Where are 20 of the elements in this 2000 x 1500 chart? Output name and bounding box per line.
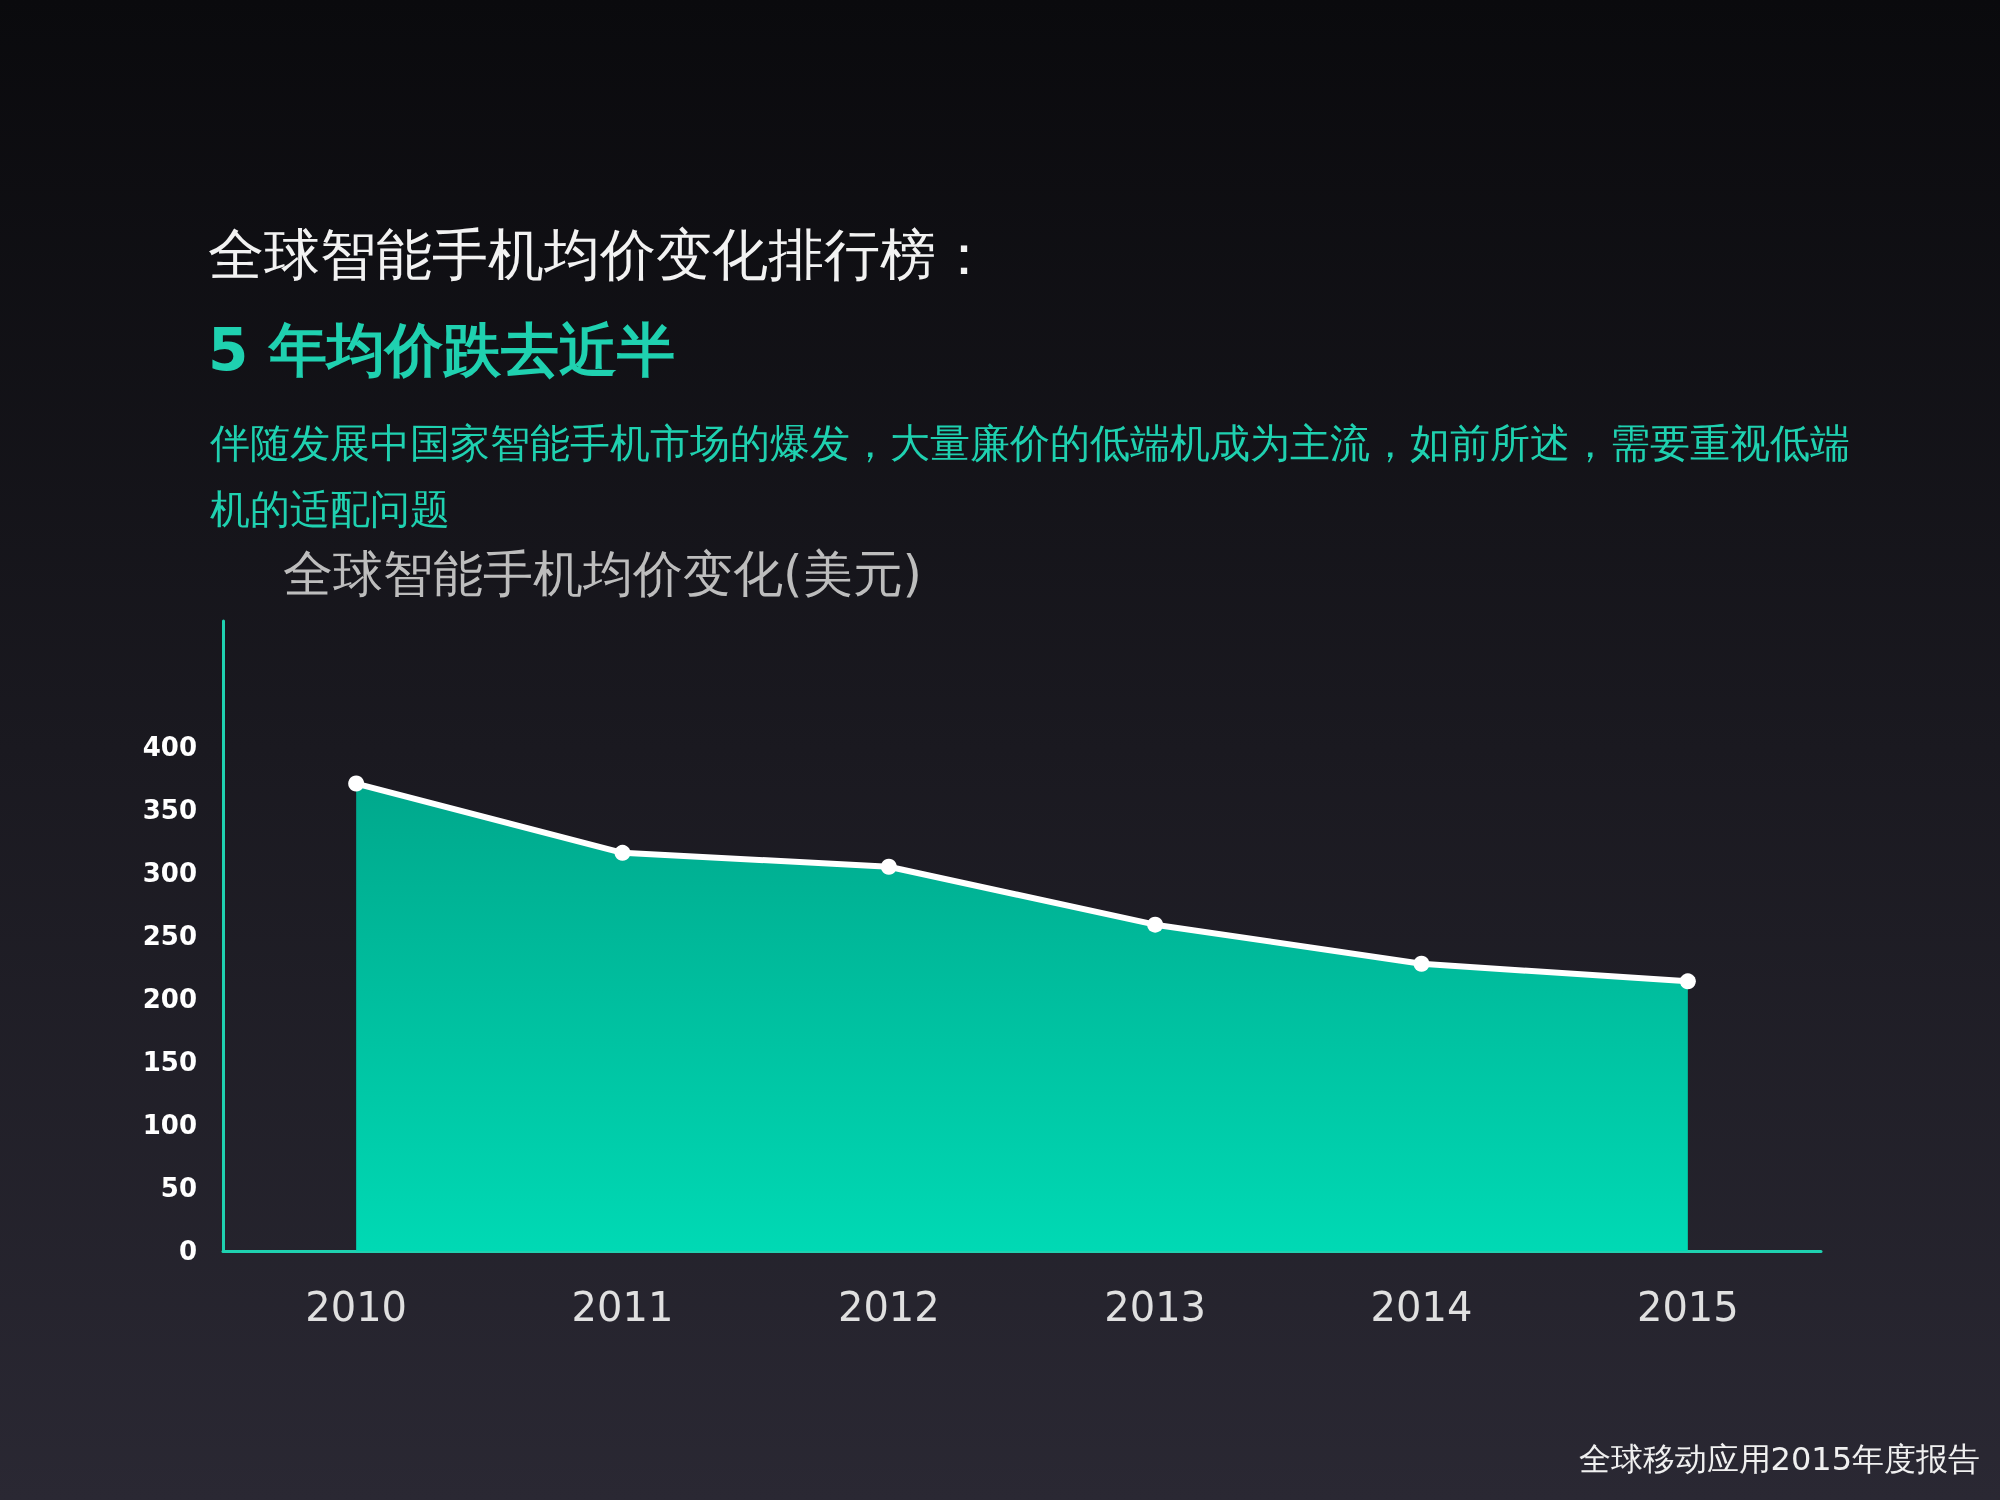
y-tick-label: 350: [142, 795, 197, 825]
y-tick-label: 100: [142, 1110, 197, 1140]
y-tick-label: 300: [142, 858, 197, 888]
y-tick-label: 0: [178, 1236, 197, 1266]
y-tick-label: 250: [142, 921, 197, 951]
text: 伴随发展中国家智能手机市场的爆发，大量廉价的低端机成为主流，如前所述，需要重视低端机的适配问题: [210, 419, 1851, 534]
x-tick-label: 2015: [1636, 1284, 1739, 1330]
y-tick-label: 150: [142, 1047, 197, 1077]
x-tick-label: 2012: [837, 1284, 940, 1330]
x-tick-label: 2010: [305, 1284, 408, 1330]
y-axis-title: 全球智能手机均价变化(美元): [283, 545, 923, 603]
text: 全球移动应用2015年度报告: [1578, 1439, 1980, 1480]
x-tick-label: 2011: [571, 1284, 674, 1330]
chart-subtitle: 5 年均价跌去近半: [208, 315, 675, 386]
y-tick-label: 200: [142, 984, 197, 1014]
chart-title: 全球智能手机均价变化排行榜：: [208, 221, 992, 289]
y-tick-label: 50: [160, 1173, 197, 1203]
y-tick-label: 400: [142, 732, 197, 762]
x-tick-label: 2014: [1370, 1284, 1473, 1330]
x-tick-label: 2013: [1104, 1284, 1207, 1330]
